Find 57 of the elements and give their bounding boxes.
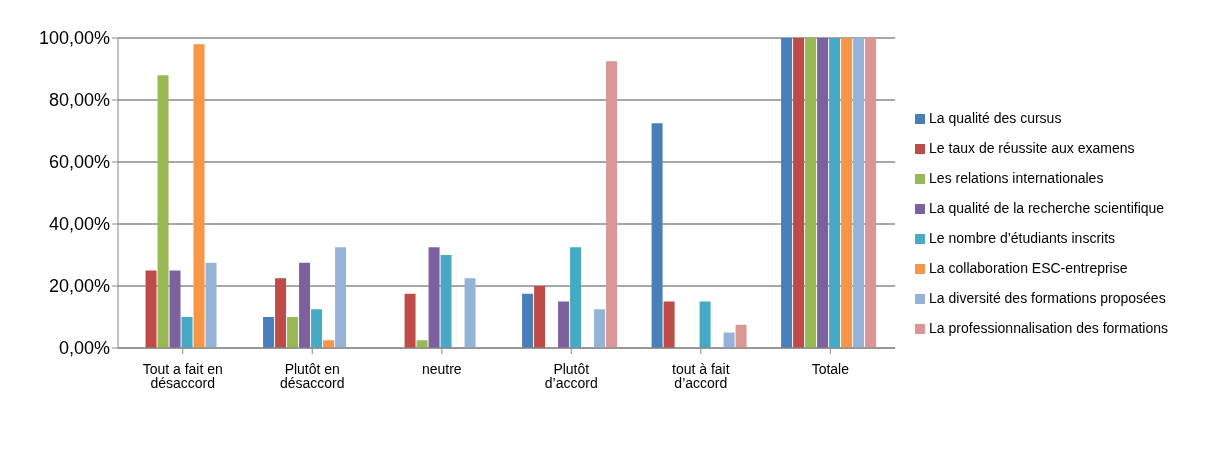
legend-label: La qualité de la recherche scientifique (929, 200, 1165, 216)
bar (606, 61, 618, 348)
x-tick-label: Totale (811, 360, 850, 377)
x-tick-label: Plutôt d’accord (544, 360, 598, 391)
bar (805, 38, 817, 348)
bar (699, 301, 711, 348)
y-tick-label: 80,00% (48, 90, 110, 111)
bar (841, 38, 853, 348)
bar (323, 340, 335, 348)
bar (275, 278, 287, 348)
x-tick-label: neutre (421, 360, 462, 377)
bar (663, 301, 675, 348)
bar (404, 293, 416, 348)
x-tick-label: Tout a fait en désaccord (142, 360, 223, 391)
bar (205, 262, 217, 348)
bar (299, 262, 311, 348)
x-tick-label: Plutôt en désaccord (279, 360, 345, 391)
bar (311, 309, 323, 348)
x-tick-label: tout à fait d’accord (672, 360, 730, 391)
bar (817, 38, 829, 348)
bar (651, 123, 663, 348)
bar (464, 278, 476, 348)
bar (263, 317, 275, 348)
legend-label: La collaboration ESC-entreprise (929, 260, 1128, 276)
bar (723, 332, 735, 348)
bar (428, 247, 440, 348)
legend-label: La qualité des cursus (929, 110, 1062, 126)
bar (169, 270, 181, 348)
bar (865, 38, 877, 348)
y-tick-label: 20,00% (48, 276, 110, 297)
bar (145, 270, 157, 348)
bar (793, 38, 805, 348)
bar (157, 75, 169, 348)
legend-label: Le taux de réussite aux examens (929, 140, 1135, 156)
bar (534, 286, 546, 348)
legend-label: Le nombre d’étudiants inscrits (929, 230, 1116, 246)
bar (181, 317, 193, 348)
bar (594, 309, 606, 348)
y-tick-label: 40,00% (48, 214, 110, 235)
bar (440, 255, 452, 348)
y-tick-label: 100,00% (38, 28, 110, 49)
bar (193, 44, 205, 348)
bar (735, 324, 747, 348)
bar (287, 317, 299, 348)
y-tick-label: 60,00% (48, 152, 110, 173)
legend-label: Les relations internationales (929, 170, 1104, 186)
bar (829, 38, 841, 348)
bar (335, 247, 347, 348)
legend-label: La diversité des formations proposées (929, 290, 1166, 306)
bar (522, 293, 534, 348)
bar (853, 38, 865, 348)
bar (416, 340, 428, 348)
bar (781, 38, 793, 348)
y-tick-label: 0,00% (58, 338, 110, 359)
bar (558, 301, 570, 348)
legend-label: La professionnalisation des formations (929, 320, 1168, 336)
bar (570, 247, 582, 348)
